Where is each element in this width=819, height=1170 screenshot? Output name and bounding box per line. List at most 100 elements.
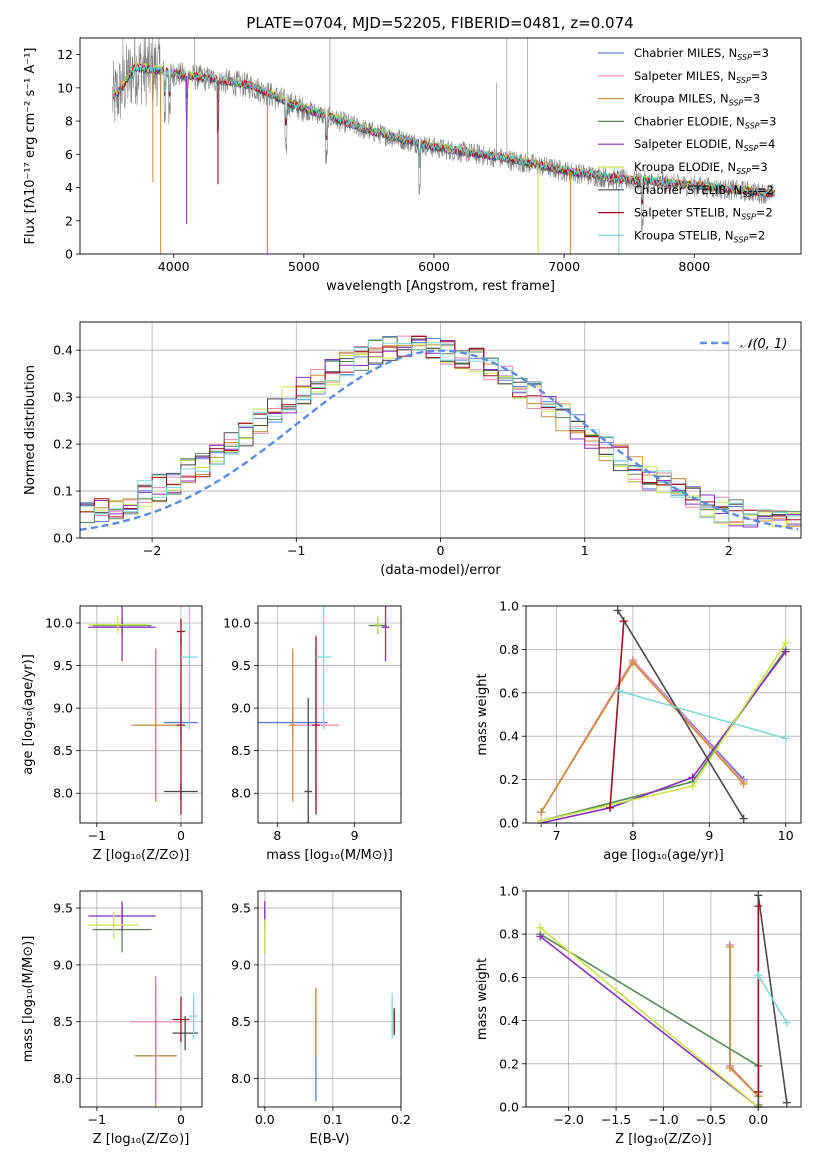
y-tick-label: 0.3 (53, 390, 73, 405)
mass-weight-marker (781, 647, 790, 656)
y-axis-label: age [log₁₀(age/yr)] (21, 654, 36, 775)
mass-weight-line (539, 927, 759, 1108)
y-tick-label: 0.2 (53, 437, 73, 452)
plot-frame (79, 605, 203, 824)
legend-label: Kroupa ELODIE, NSSP=3 (634, 160, 768, 176)
x-axis-label: age [log₁₀(age/yr)] (603, 848, 724, 863)
y-tick-label: 0.2 (499, 772, 519, 787)
mass-weight-line (539, 935, 760, 1109)
age-vs-Z-panel: −1 0 8.0 8.5 9.0 9.5 10.0 Z [log₁₀(Z/Z⊙)] age [l… (21, 605, 203, 863)
y-tick-label: 8.0 (231, 1071, 251, 1086)
mass-weight-marker (725, 943, 734, 952)
y-tick-label: 8.5 (231, 1014, 251, 1029)
mass-weight-marker (754, 891, 763, 900)
residual-plot-area (80, 335, 801, 531)
y-tick-label: 0.2 (499, 1056, 519, 1071)
mass-weight-line (541, 642, 787, 822)
mass-weight-marker (536, 923, 545, 932)
x-tick-label: −2.0 (553, 1112, 583, 1127)
y-tick-label: 1.0 (499, 599, 519, 614)
x-tick-label: 10 (778, 828, 794, 843)
legend-label: Kroupa MILES, NSSP=3 (634, 92, 760, 108)
x-tick-label: 8000 (678, 259, 710, 274)
mass-weight-marker (739, 779, 748, 788)
y-tick-label: 8.0 (53, 786, 73, 801)
mass-weight-marker (781, 638, 790, 647)
y-tick-label: 6 (65, 147, 73, 162)
mass-weight-line (609, 621, 625, 808)
y-tick-label: 9.0 (231, 957, 251, 972)
x-tick-label: 0.0 (255, 1112, 275, 1127)
y-axis-label: Flux [fλ10⁻¹⁷ erg cm⁻² s⁻¹ A⁻¹] (23, 48, 38, 245)
y-tick-label: 0.6 (499, 970, 519, 985)
x-tick-label: −1 (88, 1112, 106, 1127)
mass-weight-marker (688, 773, 697, 782)
plot-frame (257, 890, 402, 1108)
mass-weight-marker (782, 1018, 791, 1027)
legend-label: Chabrier ELODIE, NSSP=3 (634, 114, 776, 130)
y-axis-label: mass weight (475, 958, 490, 1040)
mass-vs-EBV-plot-area (264, 901, 395, 1102)
y-tick-label: 9.5 (53, 658, 73, 673)
weight-vs-Z-panel: −2.0 −1.5 −1.0 −0.5 0.0 0.0 0.2 0.4 0.6 0.8 1.0 Z [… (475, 884, 802, 1147)
x-tick-label: 0.0 (748, 1112, 768, 1127)
x-axis-label: Z [log₁₀(Z/Z⊙)] (615, 1132, 712, 1147)
y-tick-label: 0.4 (499, 1013, 519, 1028)
y-tick-label: 8.0 (53, 1071, 73, 1086)
y-axis-label: Normed distribution (23, 365, 38, 495)
mass-weight-marker (536, 932, 545, 941)
y-tick-label: 9.5 (53, 901, 73, 916)
y-tick-label: 0.8 (499, 642, 519, 657)
x-axis-label: mass [log₁₀(M/M⊙)] (266, 848, 393, 863)
y-tick-label: 8.0 (231, 786, 251, 801)
reference-legend-label: 𝒩(0, 1) (740, 337, 787, 352)
x-axis-label: Z [log₁₀(Z/Z⊙)] (93, 1132, 190, 1147)
x-tick-label: −0.5 (696, 1112, 726, 1127)
mass-weight-marker (781, 734, 790, 743)
mass-weight-marker (619, 617, 628, 626)
y-tick-label: 0.1 (53, 484, 73, 499)
x-tick-label: 7000 (548, 259, 580, 274)
plot-frame (79, 37, 802, 255)
x-tick-label: −1.0 (648, 1112, 678, 1127)
figure-title: PLATE=0704, MJD=52205, FIBERID=0481, z=0… (246, 14, 633, 32)
plot-frame (525, 890, 802, 1108)
y-tick-label: 8.5 (231, 743, 251, 758)
plot-frame (525, 605, 802, 824)
x-tick-label: 0 (177, 1112, 185, 1127)
mass-weight-marker (606, 803, 615, 812)
mass-weight-line (729, 947, 759, 1097)
y-tick-label: 0 (65, 247, 73, 262)
y-tick-label: 9.5 (231, 658, 251, 673)
y-axis-label: mass [log₁₀(M/M⊙)] (21, 936, 36, 1063)
mass-weight-marker (782, 1098, 791, 1107)
y-tick-label: 1.0 (499, 884, 519, 899)
y-tick-label: 9.0 (231, 701, 251, 716)
y-tick-label: 0.0 (499, 1100, 519, 1115)
y-tick-label: 0.4 (499, 729, 519, 744)
legend-label: Salpeter ELODIE, NSSP=4 (634, 137, 775, 153)
x-tick-label: −2 (143, 543, 161, 558)
x-axis-label: (data-model)/error (380, 563, 501, 578)
mass-weight-line (617, 609, 745, 820)
y-tick-label: 0.0 (499, 816, 519, 831)
mass-weight-line (757, 895, 788, 1107)
y-tick-label: 9.0 (53, 701, 73, 716)
y-tick-label: 9.5 (231, 901, 251, 916)
x-tick-label: 0.2 (391, 1112, 411, 1127)
spectrum-legend: Chabrier MILES, NSSP=3 Salpeter MILES, NS… (598, 46, 776, 244)
x-tick-label: 7 (553, 828, 561, 843)
mass-weight-line (540, 661, 745, 813)
weight-vs-age-panel: 7 8 9 10 0.0 0.2 0.4 0.6 0.8 1.0 age [log₁₀(age/yr… (475, 599, 802, 863)
spectrum-panel: 4000 5000 6000 7000 8000 0 2 4 6 8 10 12 wavelength … (23, 37, 802, 294)
x-tick-label: 9 (351, 828, 359, 843)
x-axis-label: Z [log₁₀(Z/Z⊙)] (93, 848, 190, 863)
mass-weight-marker (725, 1064, 734, 1073)
age-vs-mass-panel: 8 9 8.0 8.5 9.0 9.5 10.0 mass [log₁₀(M/M⊙)] (223, 605, 402, 863)
mass-weight-line (541, 651, 787, 824)
legend-label: Salpeter STELIB, NSSP=2 (634, 206, 773, 222)
legend-label: Salpeter MILES, NSSP=3 (634, 69, 768, 85)
mass-weight-marker (613, 686, 622, 695)
y-axis-label: mass weight (475, 673, 490, 755)
